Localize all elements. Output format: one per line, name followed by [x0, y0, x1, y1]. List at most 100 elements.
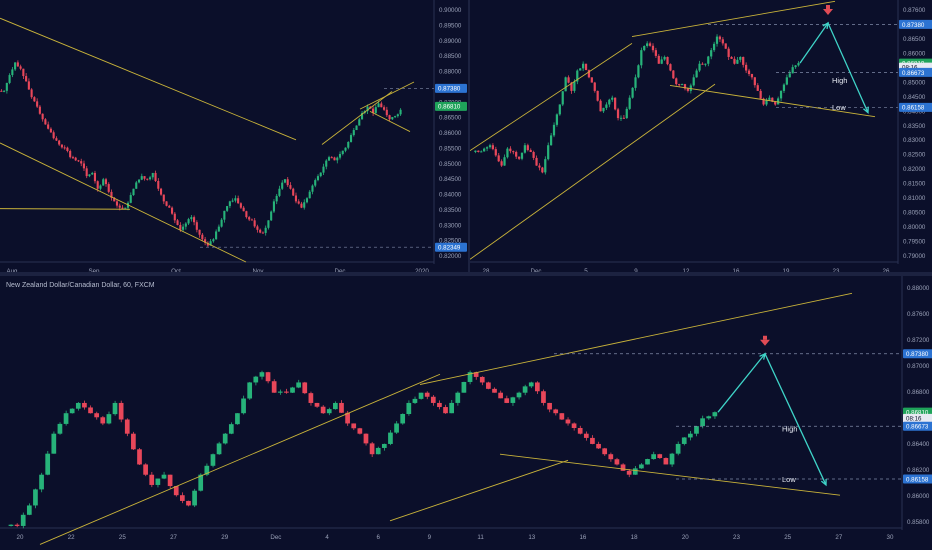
candle-body [553, 409, 559, 414]
candle-body [608, 99, 611, 105]
candle-body [135, 182, 138, 189]
candle-body [385, 109, 388, 116]
panel-divider-vertical[interactable] [468, 0, 470, 272]
candle-body [143, 464, 148, 475]
candle-body [173, 486, 179, 496]
candle-body [660, 59, 663, 64]
candle-body [561, 91, 564, 105]
price-tag [899, 67, 932, 77]
candle-body [336, 157, 339, 161]
y-tick-label: 0.86400 [907, 441, 930, 448]
candle-body [774, 101, 777, 105]
candle-body [173, 213, 176, 221]
candle-body [161, 474, 167, 479]
candle-body [651, 454, 656, 460]
x-tick-label: 18 [631, 534, 638, 541]
candle-body [388, 115, 391, 120]
candle-body [371, 108, 375, 113]
candle-body [512, 151, 515, 153]
candle-body [341, 150, 344, 154]
y-tick-label: 0.90000 [439, 7, 462, 14]
candle-body [118, 205, 121, 208]
trend-line [321, 91, 393, 145]
projection-path [799, 21, 869, 113]
candle-body [129, 195, 132, 203]
trend-line [39, 373, 441, 545]
candle-body [88, 407, 93, 414]
candle-body [322, 166, 325, 173]
candle-body [394, 423, 399, 433]
price-tag-label: 0.86158 [906, 476, 929, 483]
candle-body [488, 145, 492, 148]
chart-title: New Zealand Dollar/Canadian Dollar, 60, … [6, 282, 155, 289]
candle-body [226, 206, 229, 211]
candle-body [733, 58, 736, 64]
candle-body [176, 220, 179, 225]
candle-body [632, 468, 638, 475]
candle-body [14, 524, 20, 526]
y-tick-label: 0.88000 [439, 69, 462, 76]
candle-body [242, 207, 245, 212]
candle-body [549, 135, 553, 146]
x-tick-label: Dec [334, 268, 345, 272]
candle-body [19, 66, 22, 69]
candle-body [44, 119, 47, 125]
candle-body [179, 224, 182, 230]
candle-body [58, 140, 61, 145]
candle-body [614, 459, 620, 465]
candle-body [11, 69, 14, 76]
candle-body [284, 391, 289, 393]
y-tick-label: 0.86500 [903, 36, 926, 43]
candle-body [296, 382, 301, 388]
y-tick-label: 0.83500 [903, 123, 926, 130]
candle-body [583, 433, 589, 438]
y-tick-label: 0.86200 [907, 467, 930, 474]
candle-body [503, 157, 506, 166]
candle-body [272, 201, 275, 212]
candle-body [333, 157, 336, 161]
trend-line [0, 208, 131, 210]
candle-body [102, 179, 105, 186]
candle-body [788, 73, 791, 78]
candle-body [762, 98, 765, 105]
candle-body [473, 372, 479, 377]
candle-body [637, 65, 640, 78]
candle-body [88, 174, 91, 177]
candle-body [345, 412, 350, 424]
candle-body [231, 200, 234, 202]
y-tick-label: 0.81500 [903, 181, 926, 188]
candle-body [165, 201, 168, 206]
candle-body [93, 172, 97, 182]
projection-path [717, 352, 827, 486]
candle-body [311, 185, 314, 192]
x-tick-label: Dec [530, 268, 541, 272]
price-tag [903, 421, 932, 431]
candle-body [339, 402, 344, 413]
candle-body [596, 443, 601, 449]
candle-body [267, 220, 270, 228]
candle-body [33, 97, 36, 102]
candle-body [137, 179, 141, 183]
price-tag-label: 0.86158 [902, 105, 925, 112]
candle-body [474, 150, 477, 153]
candle-body [47, 124, 50, 129]
candle-body [137, 449, 142, 465]
x-tick-label: Dec [270, 534, 281, 541]
candle-body [198, 474, 204, 491]
candle-body [146, 178, 149, 180]
candle-body [228, 201, 231, 207]
candle-body [730, 56, 733, 59]
candle-body [294, 195, 298, 202]
price-tag [903, 474, 932, 484]
y-tick-label: 0.87600 [907, 311, 930, 318]
panel-divider-horizontal[interactable] [0, 272, 932, 276]
candle-body [756, 85, 759, 91]
candle-body [14, 62, 17, 70]
candle-body [614, 97, 617, 110]
x-tick-label: 4 [325, 534, 329, 541]
candle-body [366, 106, 369, 112]
candle-body [149, 474, 155, 485]
candle-body [0, 90, 3, 92]
candle-body [430, 396, 436, 403]
candle-body [584, 63, 588, 71]
